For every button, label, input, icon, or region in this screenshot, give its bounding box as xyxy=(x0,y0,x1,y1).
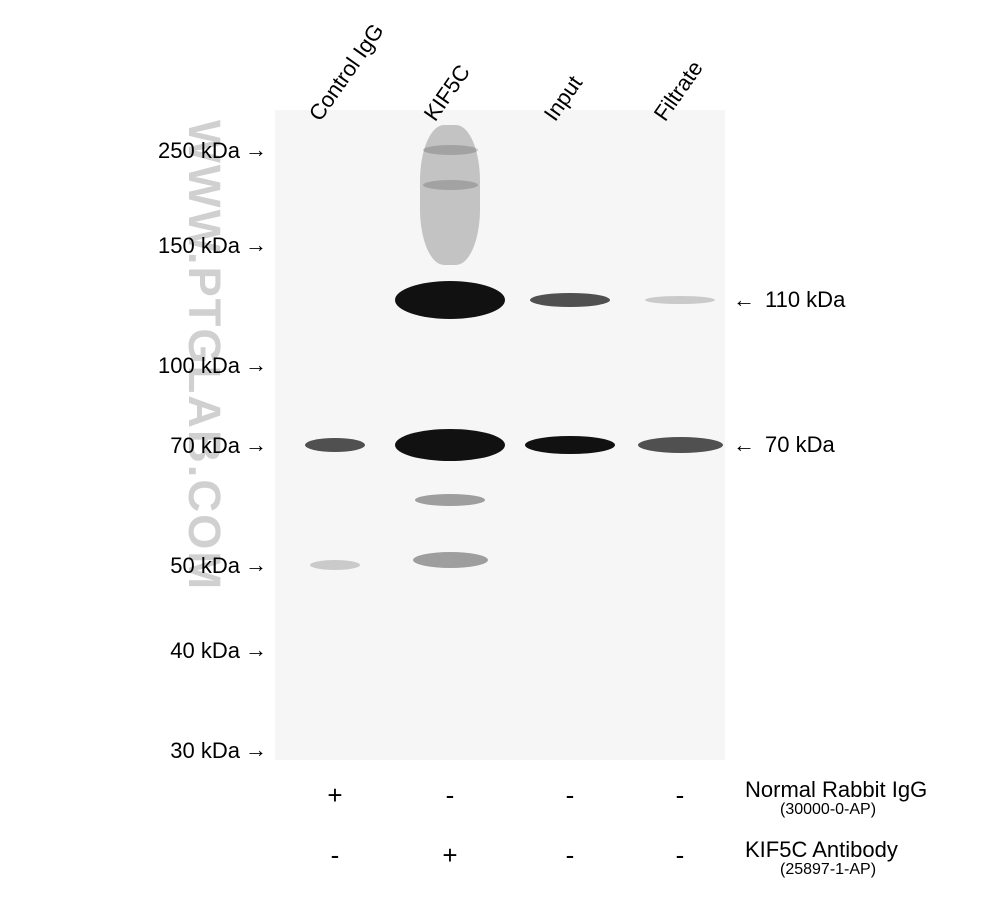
mw-marker-arrow-icon: → xyxy=(245,232,267,258)
mw-marker-label: 70 kDa xyxy=(130,433,240,459)
blot-band xyxy=(645,296,715,304)
mw-marker-arrow-icon: → xyxy=(245,552,267,578)
mw-marker-label: 50 kDa xyxy=(130,553,240,579)
detected-band-label: 70 kDa xyxy=(765,432,835,458)
treatment-cell: - xyxy=(665,780,695,811)
mw-marker-label: 30 kDa xyxy=(130,738,240,764)
blot-membrane xyxy=(275,110,725,760)
blot-band xyxy=(638,437,723,453)
blot-band xyxy=(395,429,505,461)
detected-band-label: 110 kDa xyxy=(765,287,845,313)
treatment-sublabel: (30000-0-AP) xyxy=(780,801,876,819)
treatment-cell: - xyxy=(555,780,585,811)
treatment-label: KIF5C Antibody xyxy=(745,837,898,863)
mw-marker-arrow-icon: → xyxy=(245,432,267,458)
treatment-cell: + xyxy=(435,840,465,871)
blot-band xyxy=(413,552,488,568)
mw-marker-label: 250 kDa xyxy=(130,138,240,164)
blot-band xyxy=(310,560,360,570)
detected-band-arrow-icon: ← xyxy=(733,287,755,313)
figure-stage: WWW.PTGLAB.COM 250 kDa→150 kDa→100 kDa→7… xyxy=(0,0,1000,903)
mw-marker-arrow-icon: → xyxy=(245,137,267,163)
mw-marker-arrow-icon: → xyxy=(245,637,267,663)
treatment-label: Normal Rabbit IgG xyxy=(745,777,927,803)
mw-marker-arrow-icon: → xyxy=(245,352,267,378)
blot-band xyxy=(525,436,615,454)
treatment-cell: - xyxy=(555,840,585,871)
blot-smear xyxy=(420,125,480,265)
mw-marker-arrow-icon: → xyxy=(245,737,267,763)
blot-band xyxy=(415,494,485,506)
detected-band-arrow-icon: ← xyxy=(733,432,755,458)
blot-band xyxy=(395,281,505,319)
blot-band xyxy=(305,438,365,452)
treatment-sublabel: (25897-1-AP) xyxy=(780,861,876,879)
mw-marker-label: 40 kDa xyxy=(130,638,240,664)
treatment-cell: - xyxy=(665,840,695,871)
blot-band xyxy=(530,293,610,307)
treatment-cell: + xyxy=(320,780,350,811)
mw-marker-label: 100 kDa xyxy=(130,353,240,379)
treatment-cell: - xyxy=(435,780,465,811)
mw-marker-label: 150 kDa xyxy=(130,233,240,259)
treatment-cell: - xyxy=(320,840,350,871)
